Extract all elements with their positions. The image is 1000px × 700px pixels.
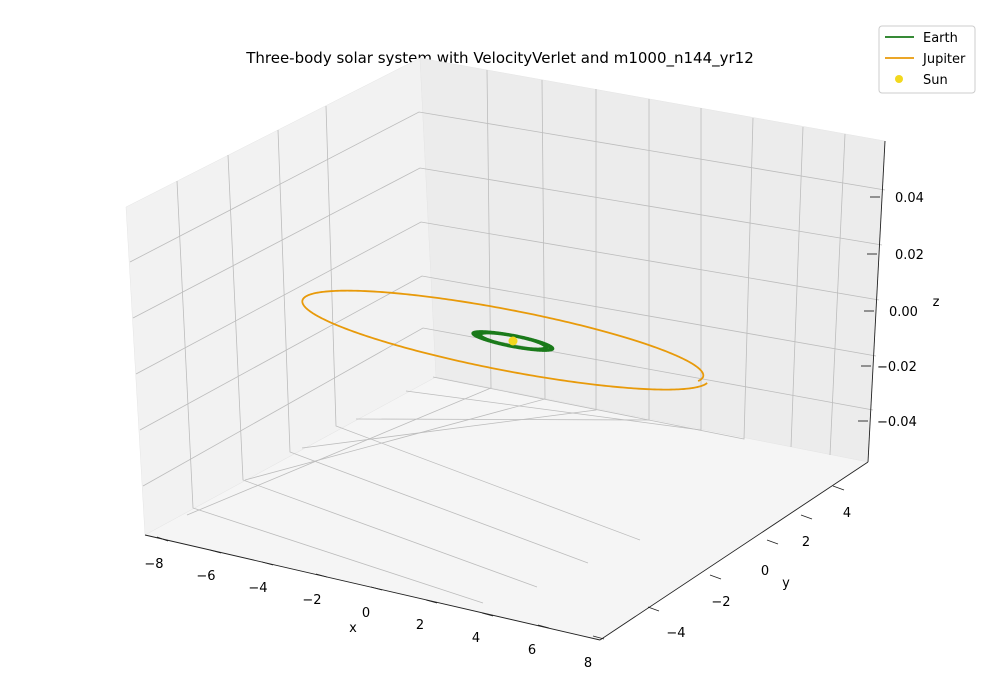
x-tick-label: −8 [144, 557, 163, 572]
axes-panes [125, 57, 886, 641]
y-axis-label: y [782, 576, 790, 591]
y-tick-mark [709, 574, 722, 580]
y-tick-label: −4 [666, 626, 685, 641]
chart-title: Three-body solar system with VelocityVer… [245, 49, 754, 68]
z-gridline [139, 275, 877, 431]
y-tick-label: 4 [843, 506, 851, 521]
z-ticks [858, 196, 880, 422]
legend-earth-label: Earth [923, 31, 958, 46]
y-ticks [647, 485, 845, 612]
y-gridline [405, 108, 702, 431]
y-gridline [186, 69, 492, 516]
x-tick-mark [209, 549, 222, 554]
z-gridline [132, 167, 883, 319]
sun-point [508, 336, 518, 346]
z-axis-label: z [933, 295, 940, 310]
x-axis-label: x [349, 621, 357, 636]
x-gridline [176, 180, 484, 604]
earth-orbit-line [471, 330, 555, 352]
x-tick-mark [537, 624, 550, 629]
y-tick-mark [647, 606, 660, 612]
y-tick-label: 0 [761, 564, 769, 579]
x-tick-mark [425, 599, 438, 604]
y-tick-label: −2 [711, 595, 730, 610]
z-tick-label: −0.02 [877, 360, 917, 375]
gridlines [129, 69, 886, 604]
z-axis-line [867, 140, 886, 463]
y-tick-mark [766, 539, 779, 545]
x-tick-label: 4 [472, 631, 480, 646]
x-ticks [156, 536, 605, 640]
x-tick-label: −4 [248, 581, 267, 596]
x-tick-mark [261, 561, 274, 566]
legend-jupiter-label: Jupiter [922, 52, 966, 67]
x-tick-label: 6 [528, 643, 536, 658]
legend-sun-label: Sun [923, 73, 948, 88]
z-tick-label: 0.00 [889, 305, 918, 320]
y-tick-label: 2 [802, 535, 810, 550]
x-tick-labels: −8 −6 −4 −2 0 2 4 6 8 [144, 557, 592, 671]
x-tick-mark [156, 536, 169, 542]
z-gridline [142, 327, 874, 487]
x-tick-label: 2 [416, 618, 424, 633]
y-tick-mark [832, 485, 845, 491]
y-tick-mark [800, 514, 813, 520]
z-tick-labels: 0.04 0.02 0.00 −0.02 −0.04 [877, 191, 924, 430]
legend-box [878, 25, 976, 94]
orbit-layer [301, 289, 708, 391]
legend: Earth Jupiter Sun [878, 25, 976, 94]
x-tick-mark [481, 612, 494, 617]
y-axis-line [599, 461, 869, 641]
z-tick-label: −0.04 [877, 415, 917, 430]
x-gridline [325, 105, 641, 541]
y-gridline [432, 117, 754, 440]
z-tick-label: 0.04 [895, 191, 924, 206]
legend-sun-marker [895, 75, 903, 83]
z-gridline [135, 221, 880, 375]
y-gridline [301, 89, 597, 449]
y-gridline [790, 126, 804, 448]
x-gridline [227, 154, 538, 588]
jupiter-orbit-line [301, 289, 708, 391]
z-tick-label: 0.02 [895, 248, 924, 263]
x-tick-label: 8 [584, 656, 592, 671]
y-gridline [829, 133, 846, 456]
y-tick-labels: −4 −2 0 2 4 [666, 506, 851, 641]
x-tick-mark [370, 586, 383, 591]
x-tick-label: 0 [362, 606, 370, 621]
z-gridline [129, 111, 886, 263]
x-tick-mark [592, 635, 605, 640]
x-tick-mark [315, 573, 328, 578]
x-tick-label: −6 [196, 569, 215, 584]
x-tick-label: −2 [302, 593, 321, 608]
x-gridline [277, 129, 589, 564]
